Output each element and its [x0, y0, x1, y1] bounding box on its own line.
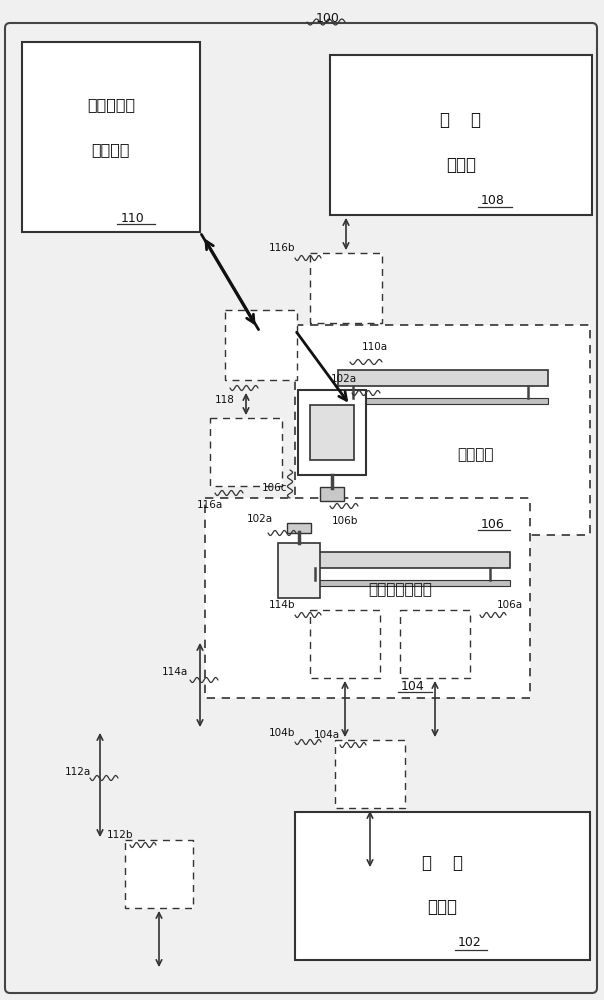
Text: 输    入: 输 入 — [422, 854, 463, 872]
Text: 110: 110 — [121, 212, 145, 225]
FancyBboxPatch shape — [5, 23, 597, 993]
Text: 102a: 102a — [247, 514, 273, 524]
Text: 供应装置: 供应装置 — [92, 142, 130, 157]
Text: 112a: 112a — [65, 767, 91, 777]
Bar — [295, 325, 590, 535]
Text: 110a: 110a — [362, 342, 388, 352]
Bar — [22, 42, 200, 232]
Bar — [310, 253, 382, 323]
Text: 106b: 106b — [332, 516, 358, 526]
Text: 102: 102 — [458, 936, 482, 950]
Text: 104b: 104b — [269, 728, 295, 738]
Bar — [400, 610, 470, 678]
Text: 118: 118 — [215, 395, 235, 405]
Bar — [310, 610, 380, 678]
Text: 助焊剂处理工位: 助焊剂处理工位 — [368, 582, 432, 597]
Text: 104a: 104a — [314, 730, 340, 740]
Text: 106c: 106c — [262, 483, 288, 493]
Bar — [287, 523, 311, 533]
Text: 116b: 116b — [269, 243, 295, 253]
Bar — [295, 812, 590, 960]
Bar — [310, 405, 354, 460]
Text: 106a: 106a — [497, 600, 523, 610]
Bar — [205, 498, 530, 698]
Bar — [225, 310, 297, 380]
Text: 116a: 116a — [197, 500, 223, 510]
Text: 基片源: 基片源 — [427, 898, 457, 916]
Text: 半导体元件: 半导体元件 — [87, 98, 135, 112]
Text: 104: 104 — [401, 680, 425, 692]
Bar — [338, 398, 548, 404]
Bar — [338, 370, 548, 386]
Text: 输    出: 输 出 — [440, 111, 481, 129]
Bar — [300, 552, 510, 568]
Bar — [210, 418, 282, 486]
Text: 102a: 102a — [331, 374, 357, 384]
Text: 108: 108 — [481, 194, 505, 207]
Bar — [278, 543, 320, 598]
Bar — [320, 487, 344, 501]
Text: 基片源: 基片源 — [446, 156, 476, 174]
Bar — [300, 580, 510, 586]
Text: 112b: 112b — [107, 830, 133, 840]
Text: 106: 106 — [481, 518, 505, 530]
Bar — [298, 390, 366, 475]
Text: 114b: 114b — [269, 600, 295, 610]
Text: 100: 100 — [316, 11, 340, 24]
Bar — [330, 55, 592, 215]
Bar — [125, 840, 193, 908]
Bar — [335, 740, 405, 808]
Text: 114a: 114a — [162, 667, 188, 677]
Text: 结合工位: 结合工位 — [457, 448, 493, 462]
